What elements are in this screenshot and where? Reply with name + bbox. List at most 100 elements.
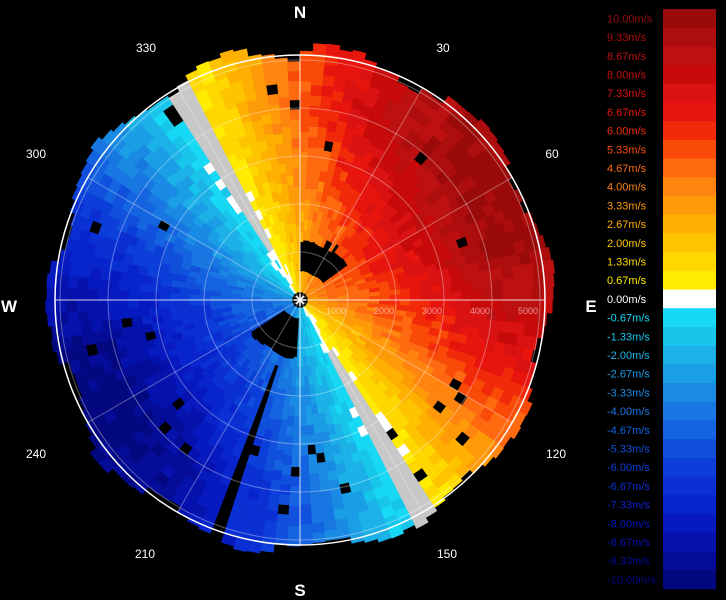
velocity-cell xyxy=(108,309,120,321)
velocity-cell xyxy=(263,520,277,533)
velocity-cell xyxy=(264,133,276,146)
velocity-cell xyxy=(308,126,319,138)
velocity-cell xyxy=(261,530,276,543)
velocity-cell xyxy=(299,70,313,82)
velocity-cell xyxy=(77,288,89,301)
radar-velocity-plot: 1000 2000 3000 4000 5000 N S E W 30 60 120 1… xyxy=(1,3,597,600)
velocity-cell xyxy=(460,272,473,284)
velocity-cell xyxy=(77,276,89,290)
velocity-cell xyxy=(158,285,171,294)
velocity-cell xyxy=(461,281,473,292)
velocity-cell xyxy=(292,426,301,438)
velocity-cell xyxy=(319,105,331,118)
velocity-cell xyxy=(137,299,149,309)
velocity-cell xyxy=(308,115,320,128)
velocity-cell xyxy=(295,214,301,226)
colorbar-label: -8.67m/s xyxy=(607,537,650,549)
velocity-cell xyxy=(293,416,301,428)
velocity-cell xyxy=(306,424,315,436)
velocity-cell xyxy=(450,291,462,301)
velocity-cell xyxy=(56,274,69,289)
velocity-cell xyxy=(299,474,310,486)
velocity-cell xyxy=(522,287,534,301)
azimuth-spoke xyxy=(299,299,423,513)
velocity-cell xyxy=(87,288,99,301)
colorbar-label: 5.33m/s xyxy=(607,144,647,156)
velocity-cell xyxy=(299,191,306,203)
velocity-cell xyxy=(303,366,309,377)
velocity-cell xyxy=(399,294,411,301)
velocity-cell xyxy=(233,538,249,553)
velocity-cell xyxy=(141,315,153,326)
velocity-cell xyxy=(310,502,323,514)
colorbar-label: 6.00m/s xyxy=(607,126,647,138)
velocity-cell xyxy=(311,531,326,543)
velocity-colorbar: 10.00m/s 9.33m/s 8.67m/s 8.00m/s 7.33m/s 6.67… xyxy=(607,9,716,590)
velocity-cell xyxy=(79,265,92,279)
velocity-cell xyxy=(323,519,337,532)
velocity-cell xyxy=(59,249,72,264)
azimuth-spoke xyxy=(177,87,301,301)
velocity-cell xyxy=(189,294,201,301)
range-ring-label: 3000 xyxy=(422,306,442,316)
velocity-cell xyxy=(285,425,294,437)
velocity-cell xyxy=(308,473,320,485)
colorbar-label: 7.33m/s xyxy=(607,88,647,100)
velocity-cell xyxy=(496,310,508,322)
velocity-cell xyxy=(87,277,99,290)
velocity-cell xyxy=(309,483,321,495)
velocity-cell xyxy=(506,310,518,323)
velocity-cell xyxy=(299,425,308,437)
velocity-cell xyxy=(466,457,483,475)
velocity-cell xyxy=(287,70,301,82)
velocity-cell xyxy=(532,287,544,301)
velocity-cell xyxy=(541,299,553,314)
velocity-cell xyxy=(49,260,62,275)
velocity-cell xyxy=(156,95,174,112)
velocity-cell xyxy=(288,194,296,205)
velocity-cell xyxy=(287,515,301,527)
velocity-cell xyxy=(299,141,309,152)
velocity-cell xyxy=(307,136,318,148)
colorbar-label: -6.00m/s xyxy=(607,462,650,474)
velocity-cell xyxy=(287,525,301,537)
velocity-cell xyxy=(111,328,124,340)
velocity-cell xyxy=(171,312,183,321)
velocity-cell xyxy=(272,123,283,135)
velocity-cell xyxy=(77,310,90,324)
velocity-cell xyxy=(323,450,335,463)
velocity-cell xyxy=(319,490,332,503)
velocity-cell xyxy=(128,281,140,292)
azimuth-spoke xyxy=(299,299,513,423)
velocity-cell xyxy=(299,406,307,417)
velocity-cell xyxy=(286,174,295,186)
velocity-cell xyxy=(294,397,301,408)
velocity-cell xyxy=(199,304,211,311)
velocity-cell xyxy=(107,279,120,291)
velocity-cell xyxy=(189,305,201,312)
colorbar-swatch xyxy=(663,196,716,216)
colorbar-label: 8.67m/s xyxy=(607,51,647,63)
velocity-cell xyxy=(169,292,181,301)
radar-site-marker xyxy=(294,294,306,306)
velocity-cell xyxy=(248,54,263,67)
velocity-cell xyxy=(299,91,312,102)
velocity-cell xyxy=(503,321,516,335)
velocity-cell xyxy=(106,299,118,311)
velocity-cell xyxy=(277,87,290,99)
range-ring-label: 2000 xyxy=(374,306,394,316)
colorbar-swatch xyxy=(663,420,716,440)
velocity-cell xyxy=(56,287,68,301)
colorbar-label: 6.67m/s xyxy=(607,107,647,119)
velocity-cell xyxy=(513,322,526,336)
velocity-cell xyxy=(159,292,170,301)
velocity-cell xyxy=(282,454,293,466)
velocity-cell xyxy=(517,398,533,416)
velocity-cell xyxy=(287,184,295,196)
velocity-cell xyxy=(442,95,460,113)
azimuth-label-240: 240 xyxy=(26,447,46,461)
velocity-cell xyxy=(512,276,524,290)
velocity-cell xyxy=(311,522,325,534)
colorbar-swatch xyxy=(663,326,716,347)
velocity-cell xyxy=(322,509,336,522)
